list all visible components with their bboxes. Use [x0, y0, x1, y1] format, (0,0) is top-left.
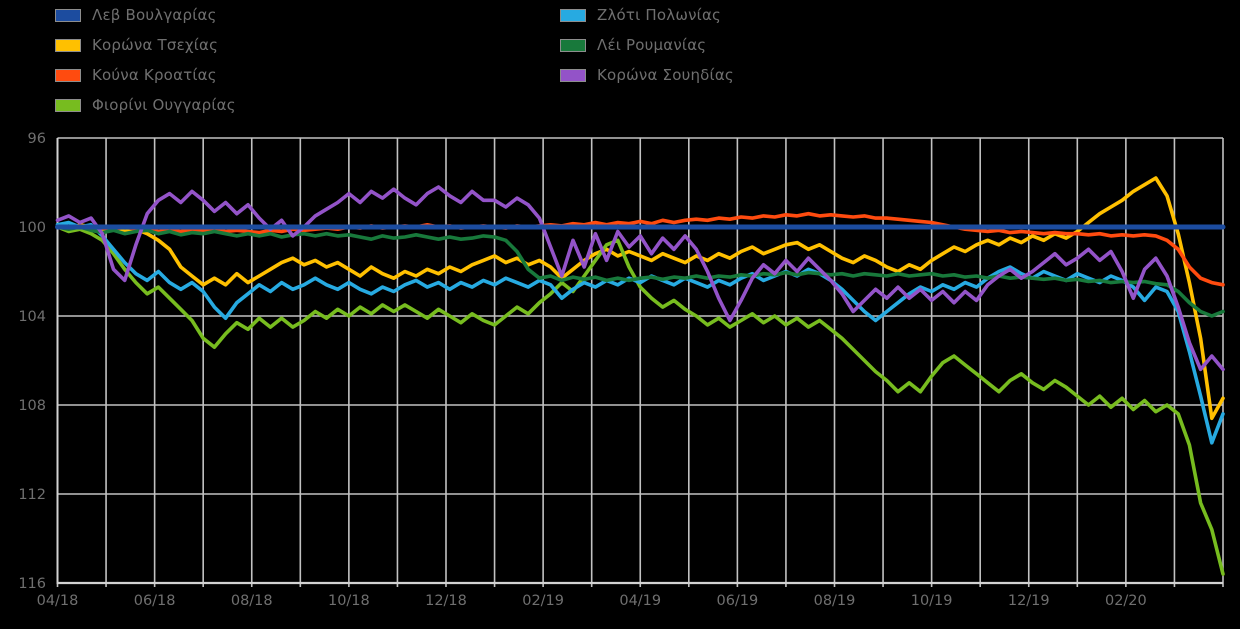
legend-label: Φιορίνι Ουγγαρίας: [92, 96, 236, 114]
y-tick-label: 108: [18, 398, 46, 414]
legend-swatch-sek-krona: [560, 68, 586, 82]
series-line-huf-forint: [55, 225, 1225, 576]
legend-item-ron-leu: Λέι Ρουμανίας: [560, 36, 706, 54]
grid-lines: [56, 137, 1224, 587]
legend-label: Κορώνα Σουηδίας: [597, 66, 734, 84]
x-tick-label: 02/19: [522, 593, 564, 609]
legend-item-huf-forint: Φιορίνι Ουγγαρίας: [55, 96, 236, 114]
legend-swatch-bgn-lev: [55, 8, 81, 22]
legend-swatch-huf-forint: [55, 98, 81, 112]
legend-item-hrk-kuna: Κούνα Κροατίας: [55, 66, 217, 84]
x-tick-label: 06/19: [716, 593, 758, 609]
x-tick-label: 10/19: [911, 593, 953, 609]
series-line-hrk-kuna: [55, 211, 1225, 287]
series-line-ron-leu: [55, 225, 1225, 318]
x-tick-label: 04/19: [619, 593, 661, 609]
x-tick-label: 06/18: [134, 593, 176, 609]
legend-swatch-pln-zloty: [560, 8, 586, 22]
legend-label: Κούνα Κροατίας: [92, 66, 217, 84]
y-tick-label: 104: [18, 309, 46, 325]
legend-label: Ζλότι Πολωνίας: [597, 6, 722, 24]
series-line-sek-krona: [55, 185, 1225, 372]
legend-swatch-czk-koruna: [55, 38, 81, 52]
legend-swatch-hrk-kuna: [55, 68, 81, 82]
legend-label: Κορώνα Τσεχίας: [92, 36, 219, 54]
series-line-czk-koruna: [55, 176, 1225, 421]
legend-label: Λέι Ρουμανίας: [597, 36, 707, 54]
y-tick-label: 116: [18, 576, 46, 592]
y-tick-label: 112: [18, 487, 46, 503]
x-tick-label: 02/20: [1105, 593, 1147, 609]
x-tick-label: 08/18: [231, 593, 273, 609]
series-lines: [55, 176, 1226, 576]
x-tick-label: 12/18: [425, 593, 467, 609]
x-tick-label: 04/18: [37, 593, 79, 609]
legend-item-bgn-lev: Λεβ Βουλγαρίας: [55, 6, 217, 24]
y-tick-label: 96: [28, 131, 46, 147]
legend-item-pln-zloty: Ζλότι Πολωνίας: [560, 6, 721, 24]
x-tick-label: 12/19: [1008, 593, 1050, 609]
y-tick-label: 100: [18, 220, 46, 236]
x-tick-label: 10/18: [328, 593, 370, 609]
legend-swatch-ron-leu: [560, 38, 586, 52]
legend-item-sek-krona: Κορώνα Σουηδίας: [560, 66, 734, 84]
legend-item-czk-koruna: Κορώνα Τσεχίας: [55, 36, 218, 54]
x-tick-label: 08/19: [814, 593, 856, 609]
legend-label: Λεβ Βουλγαρίας: [92, 6, 217, 24]
